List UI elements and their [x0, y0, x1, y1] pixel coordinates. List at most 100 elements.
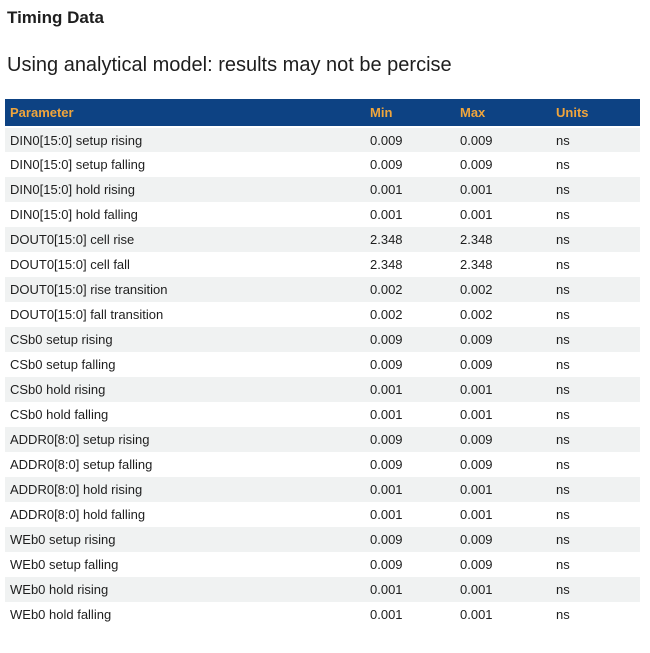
- cell-min: 0.001: [365, 402, 455, 428]
- cell-min: 0.001: [365, 602, 455, 628]
- cell-max: 0.001: [455, 402, 551, 428]
- cell-min: 0.009: [365, 427, 455, 453]
- table-row: ADDR0[8:0] hold rising 0.001 0.001 ns: [5, 477, 640, 503]
- cell-parameter: WEb0 hold rising: [5, 577, 365, 603]
- cell-max: 2.348: [455, 252, 551, 278]
- page: Timing Data Using analytical model: resu…: [0, 7, 650, 628]
- cell-parameter: CSb0 hold falling: [5, 402, 365, 428]
- cell-min: 0.002: [365, 302, 455, 328]
- cell-parameter: ADDR0[8:0] setup rising: [5, 427, 365, 453]
- table-row: ADDR0[8:0] setup rising 0.009 0.009 ns: [5, 427, 640, 453]
- cell-min: 0.009: [365, 527, 455, 553]
- cell-units: ns: [551, 252, 640, 278]
- cell-parameter: ADDR0[8:0] hold falling: [5, 502, 365, 528]
- cell-units: ns: [551, 227, 640, 253]
- table-row: CSb0 setup falling 0.009 0.009 ns: [5, 352, 640, 378]
- cell-max: 0.009: [455, 552, 551, 578]
- table-row: CSb0 hold rising 0.001 0.001 ns: [5, 377, 640, 403]
- cell-min: 0.001: [365, 577, 455, 603]
- cell-max: 0.001: [455, 502, 551, 528]
- cell-units: ns: [551, 127, 640, 153]
- cell-parameter: WEb0 setup falling: [5, 552, 365, 578]
- cell-min: 0.001: [365, 177, 455, 203]
- cell-min: 0.009: [365, 127, 455, 153]
- table-row: WEb0 setup falling 0.009 0.009 ns: [5, 552, 640, 578]
- cell-units: ns: [551, 552, 640, 578]
- table-row: WEb0 hold rising 0.001 0.001 ns: [5, 577, 640, 603]
- cell-units: ns: [551, 502, 640, 528]
- cell-units: ns: [551, 477, 640, 503]
- cell-parameter: DIN0[15:0] hold falling: [5, 202, 365, 228]
- cell-max: 0.001: [455, 377, 551, 403]
- column-header-min: Min: [365, 99, 455, 129]
- cell-max: 0.002: [455, 277, 551, 303]
- table-row: DIN0[15:0] hold falling 0.001 0.001 ns: [5, 202, 640, 228]
- table-row: CSb0 hold falling 0.001 0.001 ns: [5, 402, 640, 428]
- cell-min: 0.009: [365, 452, 455, 478]
- table-row: DOUT0[15:0] fall transition 0.002 0.002 …: [5, 302, 640, 328]
- column-header-max: Max: [455, 99, 551, 129]
- cell-parameter: DIN0[15:0] setup rising: [5, 127, 365, 153]
- cell-units: ns: [551, 577, 640, 603]
- cell-min: 0.009: [365, 552, 455, 578]
- cell-min: 0.009: [365, 152, 455, 178]
- cell-parameter: CSb0 setup rising: [5, 327, 365, 353]
- cell-units: ns: [551, 402, 640, 428]
- cell-parameter: WEb0 setup rising: [5, 527, 365, 553]
- cell-units: ns: [551, 527, 640, 553]
- cell-min: 0.009: [365, 327, 455, 353]
- table-row: DIN0[15:0] setup rising 0.009 0.009 ns: [5, 127, 640, 153]
- cell-parameter: CSb0 setup falling: [5, 352, 365, 378]
- table-row: ADDR0[8:0] hold falling 0.001 0.001 ns: [5, 502, 640, 528]
- cell-units: ns: [551, 602, 640, 628]
- cell-min: 0.001: [365, 377, 455, 403]
- cell-min: 0.002: [365, 277, 455, 303]
- cell-parameter: DOUT0[15:0] cell fall: [5, 252, 365, 278]
- cell-units: ns: [551, 427, 640, 453]
- table-row: DOUT0[15:0] cell fall 2.348 2.348 ns: [5, 252, 640, 278]
- timing-table: Parameter Min Max Units DIN0[15:0] setup…: [5, 99, 640, 628]
- cell-max: 0.009: [455, 427, 551, 453]
- cell-units: ns: [551, 202, 640, 228]
- cell-max: 0.009: [455, 352, 551, 378]
- cell-min: 0.001: [365, 202, 455, 228]
- cell-units: ns: [551, 177, 640, 203]
- cell-max: 0.001: [455, 602, 551, 628]
- header-row: Parameter Min Max Units: [5, 99, 640, 129]
- cell-parameter: DOUT0[15:0] cell rise: [5, 227, 365, 253]
- cell-units: ns: [551, 377, 640, 403]
- cell-min: 0.001: [365, 477, 455, 503]
- cell-min: 2.348: [365, 252, 455, 278]
- table-row: DOUT0[15:0] rise transition 0.002 0.002 …: [5, 277, 640, 303]
- cell-units: ns: [551, 352, 640, 378]
- table-row: DIN0[15:0] hold rising 0.001 0.001 ns: [5, 177, 640, 203]
- column-header-parameter: Parameter: [5, 99, 365, 129]
- cell-parameter: DOUT0[15:0] rise transition: [5, 277, 365, 303]
- table-row: WEb0 setup rising 0.009 0.009 ns: [5, 527, 640, 553]
- cell-units: ns: [551, 302, 640, 328]
- cell-max: 0.001: [455, 577, 551, 603]
- table-row: DIN0[15:0] setup falling 0.009 0.009 ns: [5, 152, 640, 178]
- cell-max: 0.009: [455, 127, 551, 153]
- table-row: DOUT0[15:0] cell rise 2.348 2.348 ns: [5, 227, 640, 253]
- cell-parameter: DIN0[15:0] hold rising: [5, 177, 365, 203]
- cell-max: 0.001: [455, 177, 551, 203]
- cell-max: 0.009: [455, 527, 551, 553]
- cell-min: 2.348: [365, 227, 455, 253]
- cell-max: 0.009: [455, 452, 551, 478]
- cell-min: 0.001: [365, 502, 455, 528]
- timing-table-body: DIN0[15:0] setup rising 0.009 0.009 ns D…: [5, 127, 640, 628]
- cell-units: ns: [551, 452, 640, 478]
- table-row: ADDR0[8:0] setup falling 0.009 0.009 ns: [5, 452, 640, 478]
- page-subtitle: Using analytical model: results may not …: [7, 54, 452, 77]
- cell-max: 0.009: [455, 152, 551, 178]
- timing-table-header: Parameter Min Max Units: [5, 99, 640, 129]
- cell-max: 0.002: [455, 302, 551, 328]
- table-row: WEb0 hold falling 0.001 0.001 ns: [5, 602, 640, 628]
- column-header-units: Units: [551, 99, 640, 129]
- cell-max: 0.001: [455, 477, 551, 503]
- cell-units: ns: [551, 277, 640, 303]
- cell-parameter: ADDR0[8:0] setup falling: [5, 452, 365, 478]
- cell-parameter: WEb0 hold falling: [5, 602, 365, 628]
- cell-max: 0.009: [455, 327, 551, 353]
